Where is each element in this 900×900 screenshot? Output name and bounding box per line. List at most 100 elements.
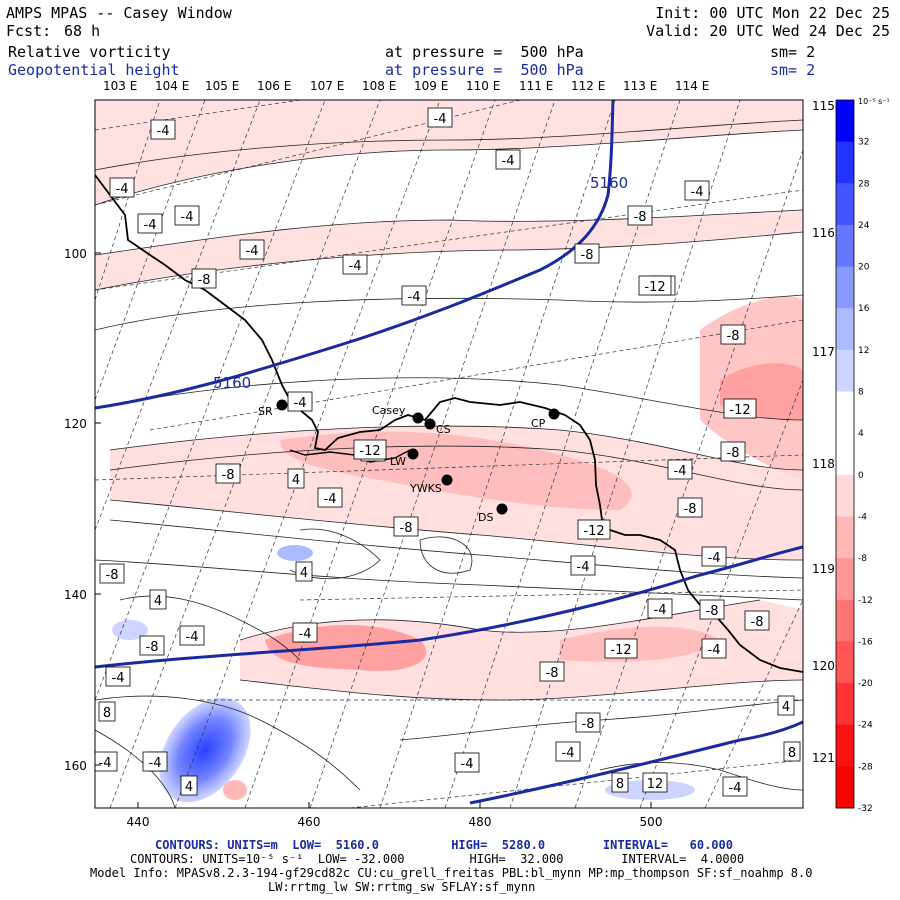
top-lon-label: 110 E xyxy=(466,79,500,93)
coastline xyxy=(95,174,803,673)
vorticity-label-text: -4 xyxy=(246,244,259,259)
station-marker xyxy=(496,503,508,515)
vort-line-20 xyxy=(419,536,473,574)
colorbar-tick-label: -24 xyxy=(858,721,873,731)
vorticity-label-text: -4 xyxy=(674,464,687,479)
vorticity-label-text: -4 xyxy=(324,492,337,507)
height-contour-5160-north xyxy=(95,100,615,410)
x-tick-label: 500 xyxy=(640,815,663,829)
vorticity-label-box xyxy=(295,561,313,582)
station-marker xyxy=(424,418,436,430)
vorticity-label-box xyxy=(604,638,638,659)
vorticity-label: -4 xyxy=(570,555,596,576)
vorticity-label: -4 xyxy=(179,625,205,646)
colorbar-tick-label: -28 xyxy=(858,762,873,772)
colorbar-segment xyxy=(836,766,854,809)
vorticity-label: -4 xyxy=(317,487,343,508)
vorticity-label-box xyxy=(677,497,703,518)
footer-height-contours: CONTOURS: UNITS=m LOW= 5160.0 HIGH= 5280… xyxy=(155,838,733,852)
vorticity-label-box xyxy=(287,468,305,489)
vorticity-label: 4 xyxy=(180,775,198,796)
vort-line-16 xyxy=(95,729,176,808)
shade-south-band xyxy=(240,600,803,700)
colorbar-segment xyxy=(836,474,854,517)
vorticity-label: -4 xyxy=(105,666,131,687)
top-longitude-labels: 103 E 104 E 105 E 106 E 107 E 108 E 109 E 110 E… xyxy=(103,79,709,93)
vorticity-label-text: -4 xyxy=(349,259,362,274)
colorbar-tick-label: 4 xyxy=(858,429,864,439)
station-layer: SR Casey CS CP LW YWKS DS xyxy=(258,399,560,524)
colorbar-segment xyxy=(836,183,854,226)
vorticity-label: -12 xyxy=(604,638,638,659)
vorticity-label: -4 xyxy=(667,459,693,480)
vorticity-label-box xyxy=(555,741,581,762)
top-lon-label: 113 E xyxy=(623,79,657,93)
vorticity-label-text: -8 xyxy=(400,521,413,536)
colorbar-segment xyxy=(836,141,854,184)
colorbar-tick-label: -8 xyxy=(858,554,867,564)
station-marker xyxy=(548,408,560,420)
grid-line-4 xyxy=(109,100,381,808)
vorticity-label-text: -8 xyxy=(106,568,119,583)
vorticity-label: -4 xyxy=(150,119,176,140)
vorticity-label: -12 xyxy=(353,439,387,460)
vorticity-label-text: 8 xyxy=(103,706,111,721)
vorticity-label-text: -4 xyxy=(729,781,742,796)
colorbar-segment xyxy=(836,724,854,767)
vorticity-label-text: 4 xyxy=(782,700,790,715)
grid-line-18 xyxy=(95,454,803,481)
grid-line-6 xyxy=(244,100,496,808)
colorbar-tick-label: 28 xyxy=(858,179,870,189)
vort-line-15 xyxy=(399,699,803,741)
top-lon-label: 104 E xyxy=(155,79,189,93)
vorticity-label-text: -4 xyxy=(112,671,125,686)
vorticity-label-box xyxy=(139,635,165,656)
vorticity-label: -8 xyxy=(575,712,601,733)
vorticity-label: 4 xyxy=(295,561,313,582)
vorticity-label-box xyxy=(701,546,727,567)
station-marker xyxy=(412,412,424,424)
valid-time: Valid: 20 UTC Wed 24 Dec 25 xyxy=(646,22,890,40)
height-label-2: 5160 xyxy=(213,374,251,392)
top-lon-label: 111 E xyxy=(519,79,553,93)
top-lon-label: 103 E xyxy=(103,79,137,93)
vorticity-label-text: -4 xyxy=(144,218,157,233)
vorticity-label-box xyxy=(180,775,198,796)
bottom-x-axis: 440 460 480 500 xyxy=(127,802,663,829)
vorticity-label-box xyxy=(454,752,480,773)
vorticity-label: -4 xyxy=(701,638,727,659)
vorticity-label-text: -8 xyxy=(706,604,719,619)
top-lon-label: 112 E xyxy=(571,79,605,93)
vorticity-label-box xyxy=(174,205,200,226)
colorbar-tick-label: 24 xyxy=(858,221,870,231)
vorticity-label-text: -12 xyxy=(359,444,380,459)
vorticity-label: -4 xyxy=(287,391,313,412)
vorticity-label-text: -4 xyxy=(691,185,704,200)
vort-line-10 xyxy=(109,519,803,579)
vorticity-label-box xyxy=(109,177,135,198)
vorticity-label-box xyxy=(292,622,318,643)
station-label: Casey xyxy=(372,404,406,417)
vorticity-label: 4 xyxy=(777,695,795,716)
vorticity-label-text: -8 xyxy=(146,640,159,655)
vorticity-label-text: -8 xyxy=(582,717,595,732)
x-tick-label: 480 xyxy=(469,815,492,829)
field1-pressure: at pressure = 500 hPa xyxy=(385,43,584,61)
vorticity-label-box xyxy=(137,213,163,234)
colorbar-segment xyxy=(836,558,854,601)
vorticity-label-text: -4 xyxy=(116,182,129,197)
vorticity-label-text: -4 xyxy=(434,112,447,127)
vorticity-label-text: -4 xyxy=(408,290,421,305)
vorticity-label-box xyxy=(179,625,205,646)
shade-south-east xyxy=(560,626,720,662)
vort-line-19 xyxy=(289,528,381,580)
vorticity-label-box xyxy=(150,119,176,140)
top-lon-label: 114 E xyxy=(675,79,709,93)
vorticity-label-box xyxy=(577,519,611,540)
vorticity-label: -4 xyxy=(239,239,265,260)
plot-frame xyxy=(94,99,804,809)
vorticity-label-text: 4 xyxy=(300,566,308,581)
vorticity-label: -4 xyxy=(722,776,748,797)
colorbar-segment xyxy=(836,308,854,351)
